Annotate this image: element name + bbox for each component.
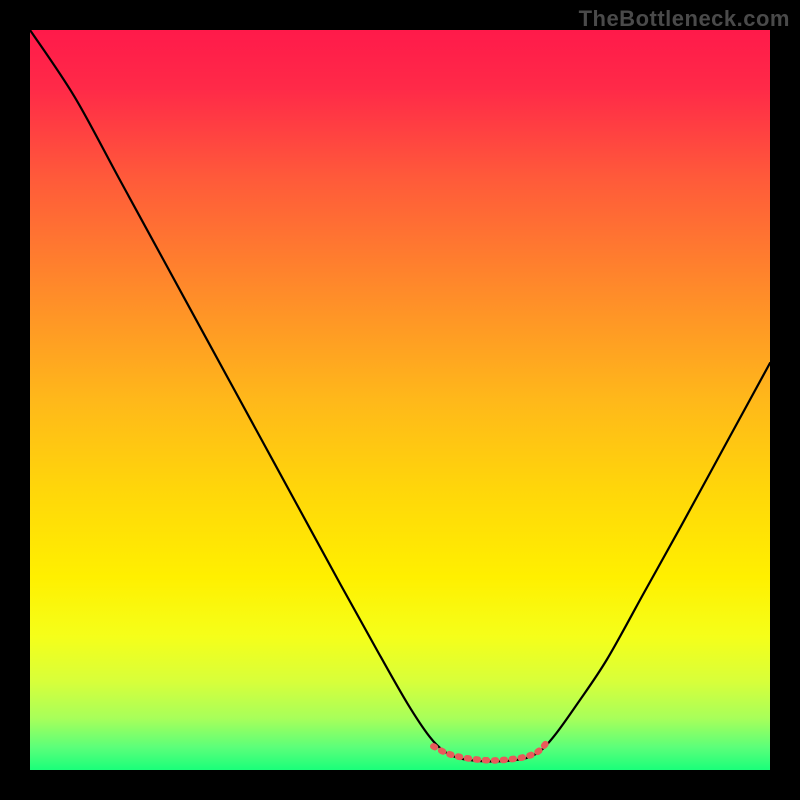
- bottleneck-chart: TheBottleneck.com: [0, 0, 800, 800]
- watermark-text: TheBottleneck.com: [579, 6, 790, 32]
- curve-layer: [30, 30, 770, 770]
- plot-area: [30, 30, 770, 770]
- bottleneck-curve: [30, 30, 770, 761]
- bottom-highlight-curve: [433, 739, 549, 761]
